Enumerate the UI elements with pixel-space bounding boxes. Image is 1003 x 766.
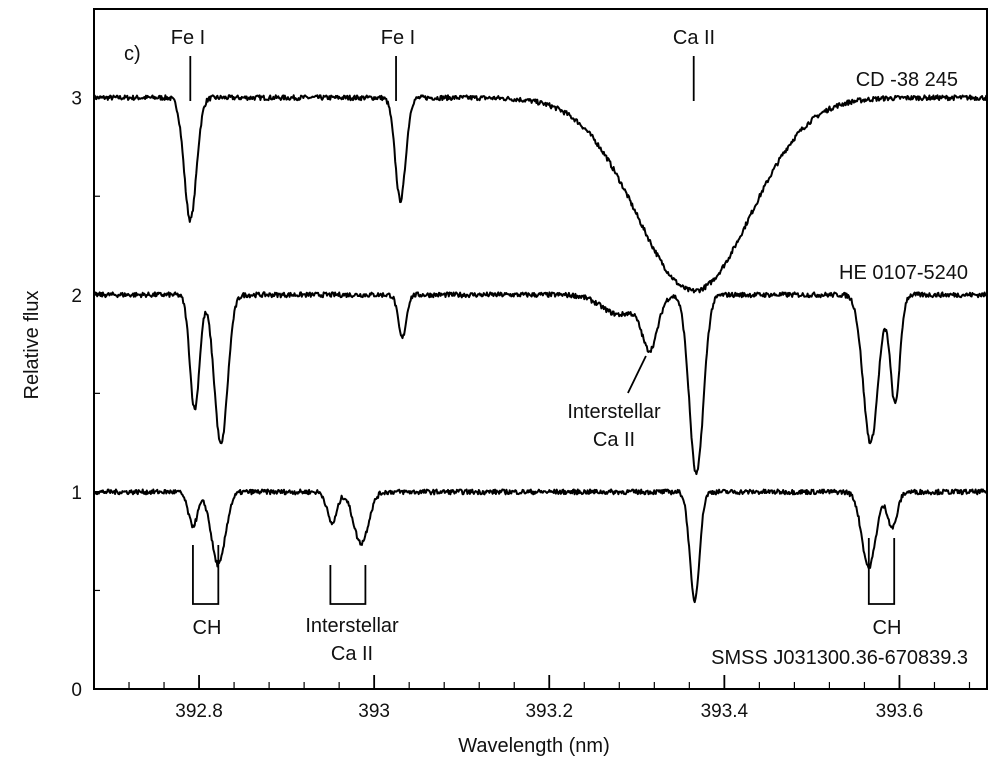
label-ca-ii: Ca II <box>673 27 715 49</box>
axis-ticks: 392.8 393 393.2 393.4 393.6 0 1 2 3 <box>71 89 971 722</box>
spectrum-line-1 <box>93 94 988 294</box>
spectrum-line-3 <box>93 488 988 604</box>
interstellar-pointer <box>627 355 647 394</box>
x-tick-label: 393.2 <box>525 701 573 722</box>
spectra <box>93 94 988 604</box>
y-tick-label: 1 <box>71 483 82 504</box>
y-tick-label: 2 <box>71 286 82 307</box>
y-tick-label: 0 <box>71 680 82 701</box>
ch-label-right: CH <box>873 617 902 639</box>
spectrum-line-2 <box>93 291 988 476</box>
y-axis-label: Relative flux <box>21 291 43 400</box>
ch-label-left: CH <box>193 617 222 639</box>
series-label-cd-38-245: CD -38 245 <box>856 69 958 91</box>
series-label-he-0107-5240: HE 0107-5240 <box>839 262 968 284</box>
plot-frame <box>93 8 988 690</box>
interstellar-low-line2: Ca II <box>331 643 373 665</box>
label-fe-i-1: Fe I <box>171 27 205 49</box>
y-tick-label: 3 <box>71 89 82 110</box>
interstellar-bracket <box>329 565 367 605</box>
ch-bracket-right <box>867 538 896 605</box>
x-tick-label: 393.6 <box>876 701 924 722</box>
x-tick-label: 393.4 <box>701 701 749 722</box>
interstellar-low-line1: Interstellar <box>305 615 399 637</box>
ch-bracket-left <box>192 545 220 605</box>
series-label-smss: SMSS J031300.36-670839.3 <box>711 647 968 669</box>
panel-label: c) <box>124 43 141 65</box>
interstellar-mid-line1: Interstellar <box>567 401 661 423</box>
x-tick-label: 393 <box>358 701 390 722</box>
x-axis-label: Wavelength (nm) <box>458 735 610 757</box>
x-tick-label: 392.8 <box>175 701 223 722</box>
interstellar-mid-line2: Ca II <box>593 429 635 451</box>
label-fe-i-2: Fe I <box>381 27 415 49</box>
line-markers <box>189 56 896 605</box>
